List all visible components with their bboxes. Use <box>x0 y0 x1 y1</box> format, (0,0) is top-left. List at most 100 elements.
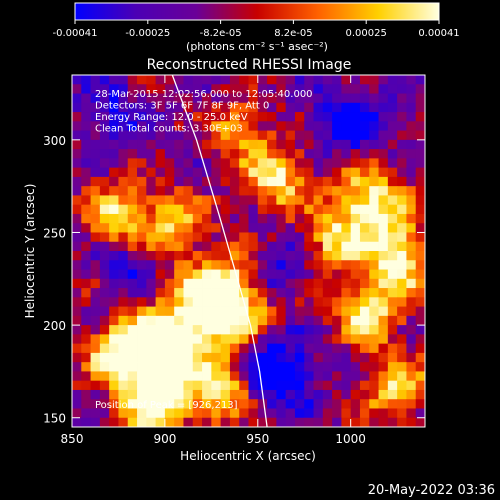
heatmap-cell <box>90 139 101 150</box>
heatmap-cell <box>387 139 398 150</box>
heatmap-cell <box>276 195 287 206</box>
heatmap-cell <box>90 343 101 354</box>
heatmap-cell <box>220 223 231 233</box>
heatmap-cell <box>378 380 389 391</box>
heatmap-cell <box>183 288 194 298</box>
heatmap-cell <box>192 102 203 113</box>
heatmap-cell <box>109 260 119 270</box>
heatmap-cell <box>267 417 277 427</box>
heatmap-cell <box>248 269 259 280</box>
heatmap-cell <box>146 362 157 372</box>
heatmap-cell <box>72 195 82 206</box>
heatmap-cell <box>248 278 259 289</box>
heatmap-cell <box>229 112 240 122</box>
heatmap-cell <box>155 232 166 243</box>
heatmap-cell <box>202 343 212 354</box>
heatmap-cell <box>294 399 305 409</box>
heatmap-cell <box>146 389 157 400</box>
heatmap-cell <box>211 93 222 104</box>
heatmap-cell <box>322 325 333 335</box>
heatmap-cell <box>118 408 129 419</box>
heatmap-cell <box>276 176 287 187</box>
heatmap-cell <box>90 232 101 243</box>
heatmap-cell <box>137 139 147 150</box>
colorbar-unit-label: (photons cm⁻² s⁻¹ asec⁻²) <box>186 40 328 53</box>
heatmap-cell <box>415 102 425 113</box>
heatmap-cell <box>359 84 370 94</box>
heatmap-cell <box>276 75 287 85</box>
heatmap-cell <box>109 306 119 317</box>
heatmap-cell <box>397 102 407 113</box>
heatmap-cell <box>155 223 166 233</box>
heatmap-cell <box>276 139 287 150</box>
heatmap-cell <box>369 75 379 85</box>
heatmap-cell <box>276 362 287 372</box>
heatmap-cell <box>378 204 389 215</box>
heatmap-cell <box>341 204 352 215</box>
heatmap-cell <box>239 362 249 372</box>
heatmap-cell <box>359 121 370 131</box>
heatmap-cell <box>220 288 231 298</box>
heatmap-cell <box>192 288 203 298</box>
heatmap-cell <box>350 121 361 131</box>
heatmap-cell <box>229 399 240 409</box>
heatmap-cell <box>81 269 91 280</box>
heatmap-cell <box>304 130 314 141</box>
heatmap-cell <box>174 186 184 196</box>
heatmap-cell <box>257 408 268 419</box>
heatmap-cell <box>322 204 333 215</box>
heatmap-cell <box>239 158 249 169</box>
heatmap-cell <box>406 352 417 363</box>
heatmap-cell <box>109 288 119 298</box>
heatmap-cell <box>72 399 82 409</box>
heatmap-cell <box>109 399 119 409</box>
heatmap-cell <box>192 343 203 354</box>
heatmap-cell <box>267 223 277 233</box>
heatmap-cell <box>81 325 91 335</box>
heatmap-cell <box>202 399 212 409</box>
heatmap-cell <box>285 84 296 94</box>
heatmap-cell <box>127 325 138 335</box>
heatmap-cell <box>359 343 370 354</box>
heatmap-cell <box>127 389 138 400</box>
heatmap-cell <box>332 297 342 307</box>
heatmap-cell <box>415 352 425 363</box>
heatmap-cell <box>406 223 417 233</box>
heatmap-cell <box>220 251 231 261</box>
heatmap-cell <box>239 269 249 280</box>
heatmap-cell <box>267 362 277 372</box>
heatmap-cell <box>248 232 259 243</box>
heatmap-cell <box>397 158 407 169</box>
heatmap-cell <box>239 84 249 94</box>
heatmap-cell <box>109 223 119 233</box>
heatmap-cell <box>183 260 194 270</box>
heatmap-cell <box>72 232 82 243</box>
heatmap-cell <box>127 297 138 307</box>
heatmap-cell <box>415 334 425 345</box>
heatmap-cell <box>72 186 82 196</box>
heatmap-cell <box>304 112 314 122</box>
heatmap-cell <box>332 158 342 169</box>
heatmap-cell <box>118 213 129 224</box>
heatmap-cell <box>332 167 342 178</box>
heatmap-cell <box>174 380 184 391</box>
heatmap-cell <box>164 306 175 317</box>
heatmap-cell <box>378 399 389 409</box>
heatmap-cell <box>220 315 231 326</box>
heatmap-cell <box>378 84 389 94</box>
heatmap-cell <box>397 112 407 122</box>
heatmap-cell <box>202 121 212 131</box>
heatmap-cell <box>146 251 157 261</box>
heatmap-cell <box>397 223 407 233</box>
heatmap-cell <box>192 380 203 391</box>
heatmap-cell <box>415 139 425 150</box>
heatmap-cell <box>137 149 147 159</box>
heatmap-cell <box>406 75 417 85</box>
heatmap-cell <box>127 269 138 280</box>
heatmap-cell <box>155 149 166 159</box>
heatmap-cell <box>332 417 342 427</box>
heatmap-cell <box>164 297 175 307</box>
heatmap-cell <box>90 102 101 113</box>
heatmap-cell <box>267 371 277 382</box>
heatmap-cell <box>99 112 110 122</box>
